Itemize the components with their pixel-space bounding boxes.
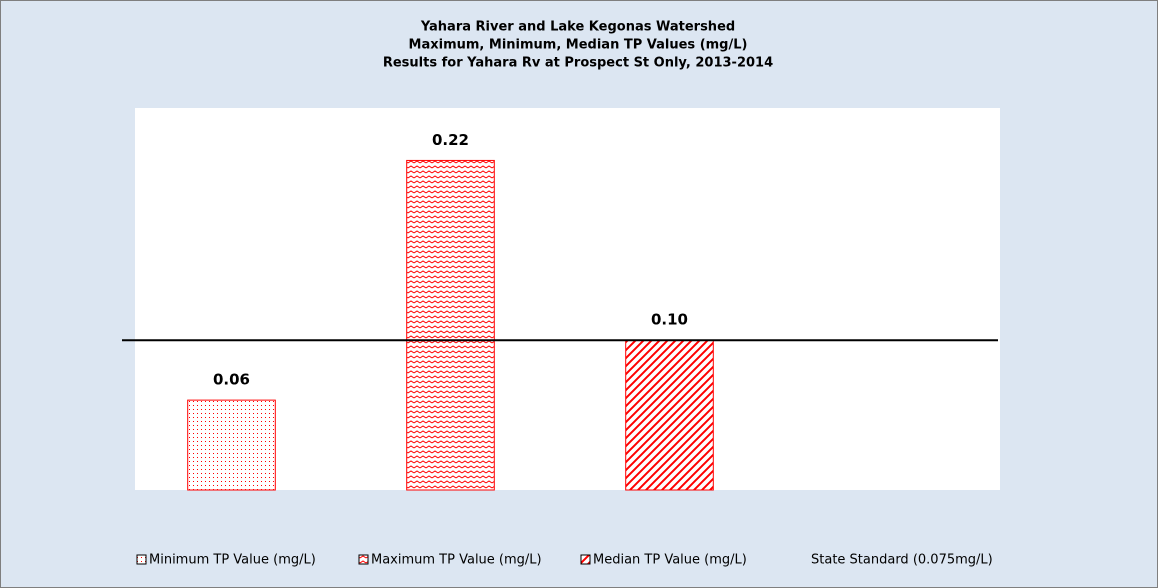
bar: [187, 399, 276, 491]
legend-swatch: [358, 554, 369, 565]
plot-area: [135, 108, 1000, 490]
chart-title: Maximum, Minimum, Median TP Values (mg/L…: [409, 38, 748, 53]
value-label: 0.06: [213, 371, 250, 389]
legend-label: Maximum TP Value (mg/L): [371, 553, 542, 568]
legend-label: Minimum TP Value (mg/L): [149, 553, 316, 568]
legend-label: Median TP Value (mg/L): [593, 553, 747, 568]
legend-swatch: [136, 554, 147, 565]
legend-label: State Standard (0.075mg/L): [811, 553, 993, 568]
bar: [625, 339, 714, 491]
value-label: 0.10: [651, 311, 688, 329]
legend-swatch: [580, 554, 591, 565]
value-label: 0.22: [432, 131, 469, 149]
chart-title: Yahara River and Lake Kegonas Watershed: [420, 20, 735, 35]
bar: [406, 159, 495, 491]
chart-title: Results for Yahara Rv at Prospect St Onl…: [383, 56, 773, 71]
